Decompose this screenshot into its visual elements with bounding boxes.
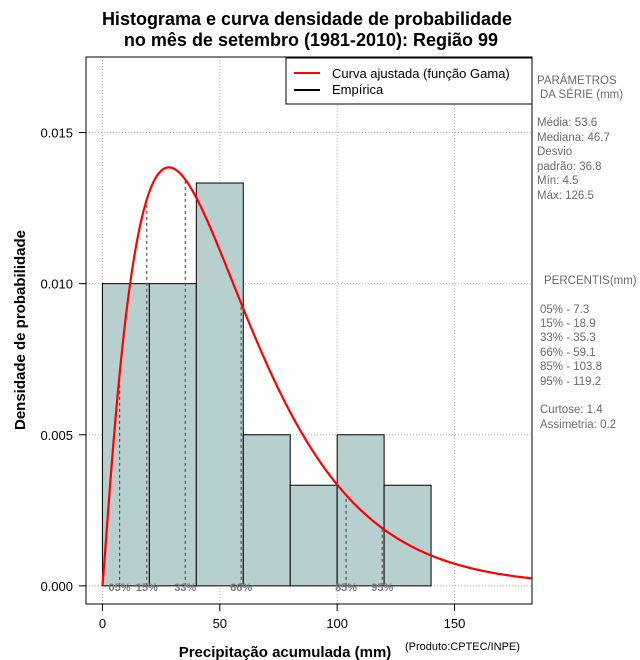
param-mean: Média: 53.6 — [537, 117, 597, 129]
y-axis: 0.000 0.005 0.010 0.015 — [40, 126, 87, 594]
x-tick-label-3: 150 — [444, 616, 466, 631]
histogram-bar-6 — [383, 484, 432, 587]
percentil-05: 05% - 7.3 — [540, 304, 589, 316]
histogram-bar-3 — [242, 434, 291, 587]
percentile-label-05%: 05% — [109, 582, 131, 594]
histogram-bars — [101, 182, 432, 587]
y-tick-label-2: 0.010 — [40, 277, 73, 292]
y-axis-title: Densidade de probabilidade — [12, 230, 29, 430]
percentile-label-66%: 66% — [230, 582, 252, 594]
param-min: Mín: 4.5 — [537, 175, 579, 187]
percentile-markers — [118, 179, 383, 586]
legend: Curva ajustada (função Gama) Empírica — [285, 57, 533, 105]
percentile-label-15%: 15% — [136, 582, 158, 594]
y-tick-label-0: 0.000 — [40, 579, 73, 594]
percentile-labels: 05% 15% 33% 66% 85% 95% — [109, 582, 394, 594]
chart-title-line-1: Histograma e curva densidade de probabil… — [102, 9, 512, 29]
params-header-line-2: DA SÉRIE (mm) — [540, 88, 623, 101]
histogram-bar-0 — [101, 283, 150, 587]
histogram-bar-1 — [148, 283, 197, 587]
gamma-curve — [101, 166, 533, 586]
percentile-label-33%: 33% — [174, 582, 196, 594]
histogram-bar-4 — [289, 484, 338, 587]
percentile-label-95%: 95% — [371, 582, 393, 594]
params-header-line-1: PARÂMETROS — [537, 74, 617, 87]
x-axis-title: Precipitação acumulada (mm) — [179, 644, 392, 660]
legend-label-curve: Curva ajustada (função Gama) — [332, 66, 510, 81]
credit-label: (Produto:CPTEC/INPE) — [405, 641, 520, 653]
side-panel: PARÂMETROS DA SÉRIE (mm) Média: 53.6 Med… — [537, 74, 637, 431]
percentil-85: 85% - 103.8 — [540, 361, 602, 373]
percentil-15: 15% - 18.9 — [540, 318, 596, 330]
percentil-66: 66% - 59.1 — [540, 347, 596, 359]
percentis-header: PERCENTIS(mm) — [544, 275, 637, 287]
y-tick-label-3: 0.015 — [40, 126, 73, 141]
y-tick-label-1: 0.005 — [40, 428, 73, 443]
param-std: padrão: 36.8 — [537, 161, 602, 173]
percentil-95: 95% - 119.2 — [540, 376, 601, 388]
percentile-label-85%: 85% — [335, 582, 357, 594]
param-median: Mediana: 46.7 — [537, 132, 610, 144]
x-axis: 0 50 100 150 — [99, 603, 466, 631]
legend-box — [285, 57, 533, 105]
x-tick-label-0: 0 — [99, 616, 106, 631]
skewness: Assimetria: 0.2 — [540, 419, 616, 431]
chart-title-line-2: no mês de setembro (1981-2010): Região 9… — [124, 30, 498, 50]
param-max: Máx: 126.5 — [537, 190, 594, 202]
histogram-bar-2 — [195, 182, 244, 587]
percentil-33: 33% - 35.3 — [540, 332, 596, 344]
x-tick-label-1: 50 — [213, 616, 227, 631]
gamma-curve-layer — [101, 166, 533, 586]
param-std-label: Desvio — [537, 146, 572, 158]
kurtosis: Curtose: 1.4 — [540, 404, 603, 416]
legend-label-empirical: Empírica — [332, 82, 384, 97]
x-tick-label-2: 100 — [326, 616, 348, 631]
